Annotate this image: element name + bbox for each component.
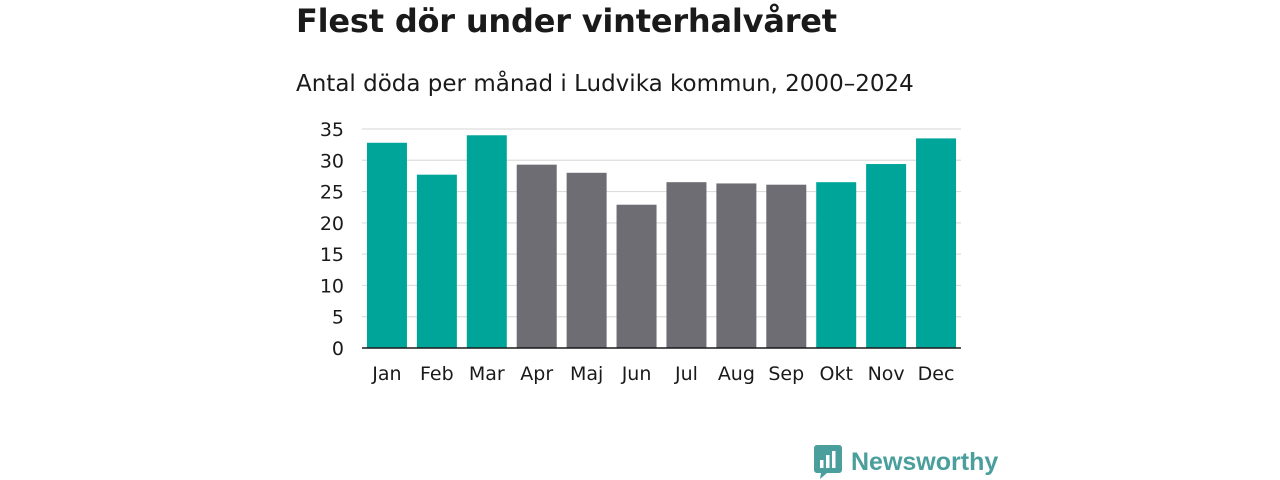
y-tick-label: 0: [332, 338, 344, 360]
bar-jun: [616, 204, 657, 348]
x-tick-label: Jan: [371, 363, 401, 385]
bar-sep: [766, 184, 807, 348]
x-tick-label: Dec: [918, 363, 955, 385]
grid-layer: [362, 128, 961, 318]
bar-aug: [716, 183, 757, 348]
bar-maj: [566, 172, 607, 348]
y-tick-label: 20: [320, 213, 344, 235]
y-tick-label: 10: [320, 275, 344, 297]
bar-nov: [866, 164, 907, 348]
x-tick-label: Sep: [768, 363, 804, 385]
x-tick-label: Maj: [570, 363, 603, 385]
y-tick-label: 25: [320, 182, 344, 204]
bar-layer: [366, 135, 957, 348]
x-tick-label: Jul: [674, 363, 698, 385]
chart-title: Flest dör under vinterhalvåret: [296, 2, 837, 40]
y-tick-label: 30: [320, 150, 344, 172]
chart-subtitle: Antal döda per månad i Ludvika kommun, 2…: [296, 71, 914, 97]
x-tick-label: Jun: [621, 363, 652, 385]
bar-jul: [666, 182, 707, 348]
x-tick-label: Mar: [469, 363, 505, 385]
newsworthy-logo-icon: [814, 445, 842, 479]
bar-okt: [816, 182, 857, 348]
x-tick-label: Apr: [520, 363, 553, 385]
bar-dec: [916, 138, 957, 348]
x-tick-label: Aug: [718, 363, 755, 385]
x-tick-label: Okt: [819, 363, 852, 385]
bar-feb: [416, 174, 457, 348]
y-tick-label: 5: [332, 307, 344, 329]
brand: Newsworthy: [814, 444, 998, 480]
bar-mar: [466, 135, 507, 348]
bar-jan: [366, 142, 407, 348]
x-tick-label: Feb: [420, 363, 454, 385]
label-layer: 0 5 10 15 20 25 30 35 Jan Feb Mar Apr Maj Jun Jul Aug Se…: [320, 119, 955, 385]
x-tick-label: Nov: [868, 363, 905, 385]
bar-apr: [516, 164, 557, 348]
y-tick-label: 35: [320, 119, 344, 141]
y-tick-label: 15: [320, 244, 344, 266]
brand-name: Newsworthy: [851, 447, 999, 476]
